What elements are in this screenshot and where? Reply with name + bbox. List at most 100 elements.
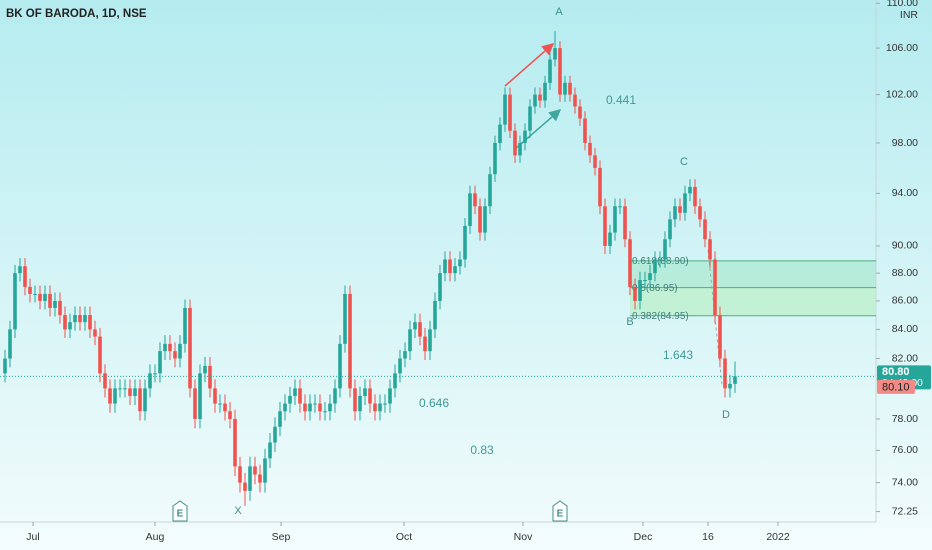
- x-tick-label: 2022: [766, 531, 790, 543]
- candle-body: [508, 94, 512, 131]
- earnings-icon[interactable]: [172, 500, 188, 522]
- candle-body: [48, 293, 52, 308]
- candle-body: [718, 315, 722, 359]
- candle-body: [443, 259, 447, 274]
- candle-body: [528, 106, 532, 131]
- candle-body: [468, 193, 472, 226]
- candle-body: [338, 343, 342, 389]
- low-price-label: 80.10: [882, 381, 910, 393]
- candle-body: [28, 286, 32, 294]
- candle-body: [88, 315, 92, 330]
- candle-body: [423, 336, 427, 352]
- candle-body: [698, 206, 702, 220]
- candle-body: [583, 118, 587, 143]
- candle-body: [433, 300, 437, 330]
- candle-body: [328, 403, 332, 412]
- candle-body: [238, 466, 242, 483]
- candle-body: [133, 388, 137, 396]
- x-tick-label: Aug: [146, 531, 165, 543]
- candle-body: [78, 315, 82, 323]
- candle-body: [713, 259, 717, 316]
- chart-title: BK OF BARODA, 1D, NSE: [6, 8, 147, 20]
- candle-body: [478, 206, 482, 233]
- candle-body: [683, 193, 687, 213]
- trend-arrow: [514, 109, 562, 150]
- candle-body: [438, 273, 442, 301]
- earnings-text[interactable]: E: [557, 509, 564, 520]
- candle-body: [708, 239, 712, 260]
- candle-body: [638, 280, 642, 301]
- candle-body: [723, 358, 727, 389]
- candle-body: [203, 365, 207, 374]
- ratio-label: 0.83: [470, 443, 494, 457]
- candle-body: [403, 351, 407, 359]
- candle-body: [368, 388, 372, 404]
- candle-body: [248, 466, 252, 491]
- y-tick-label: 76.00: [892, 444, 918, 456]
- candle-body: [128, 388, 132, 396]
- candle-body: [458, 259, 462, 267]
- candle-body: [703, 219, 707, 240]
- candle-body: [543, 82, 547, 101]
- candle-body: [8, 329, 12, 359]
- candle-body: [263, 458, 267, 483]
- candle-body: [538, 94, 542, 101]
- y-tick-label: 110.00: [887, 0, 918, 9]
- candle-body: [188, 307, 192, 389]
- candle-body: [168, 343, 172, 352]
- candle-body: [693, 186, 697, 207]
- candle-body: [43, 293, 47, 301]
- fib-zone: [630, 287, 876, 316]
- candle-body: [463, 225, 467, 260]
- candle-body: [393, 373, 397, 389]
- candle-body: [448, 259, 452, 274]
- earnings-icon[interactable]: [552, 500, 568, 522]
- y-tick-label: 102.00: [886, 88, 918, 100]
- candle-body: [308, 403, 312, 412]
- y-tick-label: 98.00: [892, 137, 918, 149]
- candle-body: [153, 373, 157, 375]
- candle-body: [598, 167, 602, 207]
- candle-body: [283, 403, 287, 412]
- candle-body: [363, 388, 367, 396]
- candle-body: [513, 130, 517, 156]
- candle-body: [523, 130, 527, 143]
- candle-body: [733, 376, 737, 384]
- candle-body: [253, 466, 257, 475]
- candle-body: [623, 206, 627, 240]
- candle-body: [593, 155, 597, 168]
- candle-body: [198, 373, 202, 419]
- candle-body: [603, 206, 607, 246]
- earnings-text[interactable]: E: [177, 509, 184, 520]
- candle-body: [578, 106, 582, 119]
- candle-body: [608, 232, 612, 246]
- ratio-label: 0.646: [419, 396, 449, 410]
- candle-body: [123, 388, 127, 390]
- earnings-marker[interactable]: E: [172, 500, 188, 522]
- candle-body: [398, 358, 402, 374]
- earnings-marker[interactable]: E: [552, 500, 568, 522]
- ratio-label: 1.643: [663, 348, 693, 362]
- y-tick-label: 74.00: [892, 476, 918, 488]
- candle-body: [98, 336, 102, 374]
- candle-body: [688, 186, 692, 194]
- candle-body: [118, 388, 122, 390]
- candle-body: [213, 388, 217, 404]
- x-tick-label: 16: [702, 531, 714, 543]
- candle-body: [348, 293, 352, 389]
- candle-body: [18, 266, 22, 274]
- candle-body: [173, 351, 177, 359]
- candle-body: [208, 365, 212, 389]
- y-tick-label: 86.00: [892, 295, 918, 307]
- candle-body: [643, 280, 647, 282]
- candle-body: [103, 373, 107, 389]
- y-tick-label: 94.00: [892, 187, 918, 199]
- candle-body: [303, 403, 307, 412]
- candle-body: [673, 206, 677, 220]
- candle-body: [178, 343, 182, 359]
- trend-arrow: [504, 43, 555, 87]
- pattern-point: C: [680, 156, 688, 168]
- y-tick-label: 106.00: [886, 42, 918, 54]
- candle-body: [618, 206, 622, 208]
